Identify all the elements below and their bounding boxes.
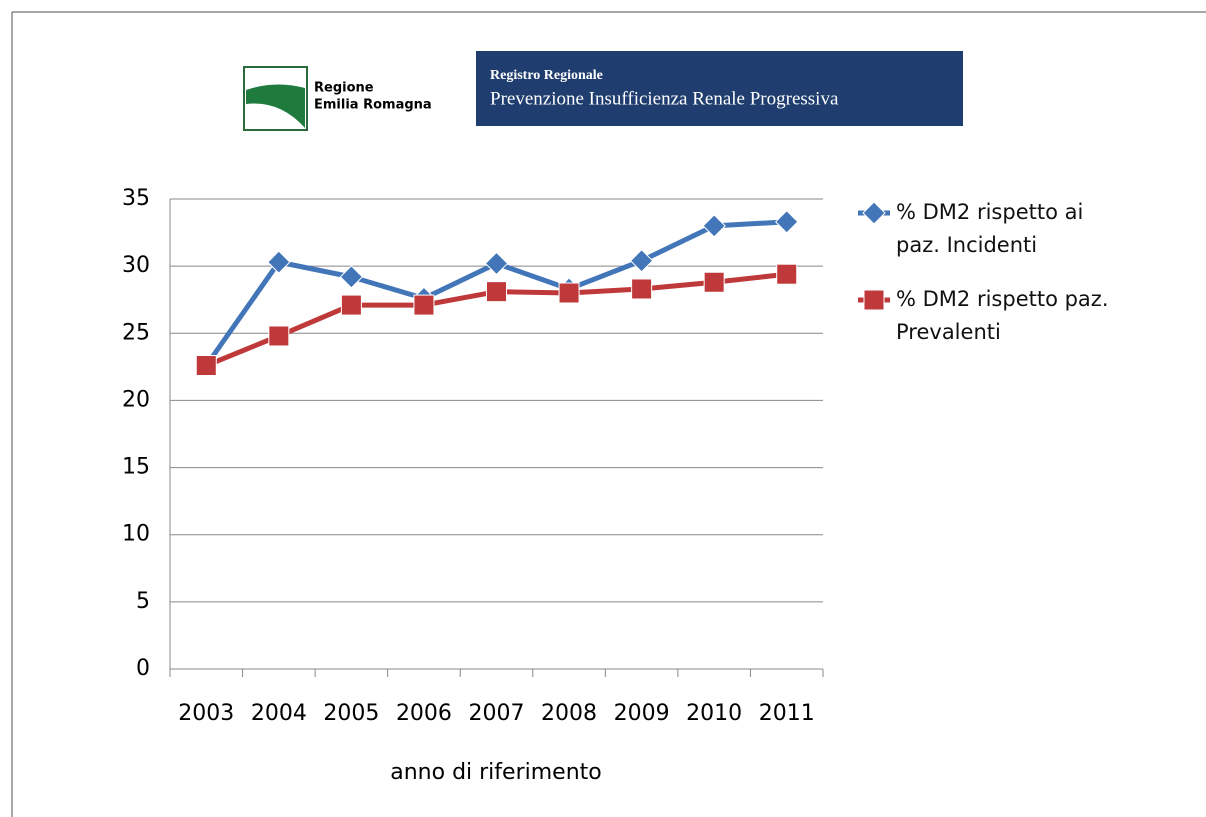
point [631, 278, 653, 300]
point [776, 263, 798, 285]
x-axis-label: anno di riferimento [390, 760, 601, 785]
x-tick-label: 2004 [251, 701, 307, 726]
y-tick-label: 25 [122, 320, 150, 345]
legend-marker [863, 289, 885, 311]
registry-banner [476, 51, 963, 126]
y-tick-label: 10 [122, 522, 150, 547]
x-tick-label: 2003 [178, 701, 234, 726]
x-tick-label: 2008 [541, 701, 597, 726]
point [267, 250, 291, 274]
x-tick-label: 2010 [686, 701, 742, 726]
point [268, 325, 290, 347]
x-tick-label: 2005 [323, 701, 379, 726]
point [339, 265, 364, 289]
point [703, 271, 725, 293]
x-tick-label: 2007 [469, 701, 525, 726]
region-name: Regione [314, 81, 374, 96]
registry-title: Registro Regionale [490, 68, 603, 83]
point [775, 210, 799, 234]
legend-label: % DM2 rispetto ai paz. Incidenti [896, 200, 1084, 257]
y-tick-label: 0 [136, 656, 150, 681]
point [195, 355, 217, 377]
x-tick-label: 2006 [396, 701, 452, 726]
point [702, 214, 726, 238]
point [340, 294, 362, 316]
point [558, 282, 580, 304]
region-logo-shape [246, 84, 305, 128]
legend-marker [862, 201, 886, 225]
y-tick-label: 35 [122, 186, 150, 211]
x-tick-label: 2009 [614, 701, 670, 726]
x-tick-label: 2011 [759, 701, 815, 726]
y-tick-label: 15 [122, 455, 150, 480]
point [486, 281, 507, 303]
legend-label: % DM2 rispetto paz. Prevalenti [896, 287, 1109, 344]
y-tick-label: 5 [136, 589, 150, 614]
y-tick-label: 30 [122, 253, 150, 278]
y-tick-label: 20 [122, 387, 150, 412]
point [413, 294, 435, 316]
point [484, 251, 509, 276]
point [629, 249, 654, 273]
registry-subtitle: Prevenzione Insufficienza Renale Progres… [490, 88, 839, 109]
region-name: Emilia Romagna [314, 98, 432, 113]
